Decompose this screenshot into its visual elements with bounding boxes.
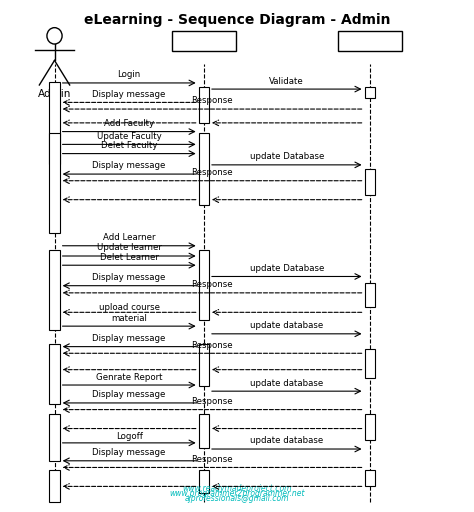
- Text: S:System: S:System: [178, 36, 230, 46]
- Text: Add Faculty: Add Faculty: [104, 119, 154, 128]
- Text: Display message: Display message: [92, 90, 166, 99]
- Text: Add Learner: Add Learner: [103, 233, 155, 242]
- Text: www.programmer2programmer.net: www.programmer2programmer.net: [169, 488, 305, 498]
- Bar: [49, 470, 60, 502]
- Text: Response: Response: [191, 455, 233, 464]
- Text: update database: update database: [250, 436, 323, 445]
- Bar: [337, 31, 402, 51]
- Text: Update learner: Update learner: [97, 243, 162, 252]
- Bar: [199, 133, 209, 205]
- Bar: [365, 414, 375, 440]
- Text: Response: Response: [191, 340, 233, 350]
- Text: Display message: Display message: [92, 334, 166, 343]
- Text: ajprofessionals@gmail.com: ajprofessionals@gmail.com: [185, 494, 289, 503]
- Bar: [365, 87, 375, 98]
- Text: www.readymadeproject.com: www.readymadeproject.com: [182, 483, 292, 493]
- Bar: [49, 133, 60, 233]
- Text: Delet Faculty: Delet Faculty: [101, 141, 157, 150]
- Bar: [365, 169, 375, 195]
- Text: Response: Response: [191, 280, 233, 289]
- Text: Display message: Display message: [92, 390, 166, 399]
- Bar: [199, 414, 209, 448]
- Text: Response: Response: [191, 96, 233, 105]
- Bar: [49, 250, 60, 330]
- Bar: [49, 414, 60, 461]
- Text: eLearning - Sequence Diagram - Admin: eLearning - Sequence Diagram - Admin: [84, 13, 390, 28]
- Text: Update Faculty: Update Faculty: [97, 132, 162, 141]
- Text: Genrate Report: Genrate Report: [96, 373, 163, 382]
- Bar: [199, 344, 209, 386]
- Bar: [199, 470, 209, 493]
- Bar: [172, 31, 236, 51]
- Text: update Database: update Database: [250, 152, 324, 161]
- Text: Validate: Validate: [269, 76, 304, 86]
- Text: Response: Response: [191, 168, 233, 177]
- Bar: [365, 470, 375, 486]
- Text: Admin: Admin: [38, 89, 71, 99]
- Circle shape: [47, 28, 62, 44]
- Text: Response: Response: [191, 397, 233, 406]
- Bar: [365, 283, 375, 307]
- Text: D:Database: D:Database: [337, 36, 402, 46]
- Text: Display message: Display message: [92, 448, 166, 457]
- Bar: [49, 344, 60, 404]
- Bar: [49, 82, 60, 164]
- Bar: [199, 87, 209, 123]
- Text: Display message: Display message: [92, 161, 166, 170]
- Text: Delet Learner: Delet Learner: [100, 252, 159, 262]
- Text: Login: Login: [118, 70, 141, 79]
- Text: update database: update database: [250, 378, 323, 388]
- Text: Display message: Display message: [92, 273, 166, 282]
- Text: Logoff: Logoff: [116, 432, 143, 441]
- Bar: [365, 349, 375, 378]
- Text: update database: update database: [250, 321, 323, 330]
- Bar: [199, 250, 209, 320]
- Text: upload course
material: upload course material: [99, 303, 160, 323]
- Text: update Database: update Database: [250, 264, 324, 273]
